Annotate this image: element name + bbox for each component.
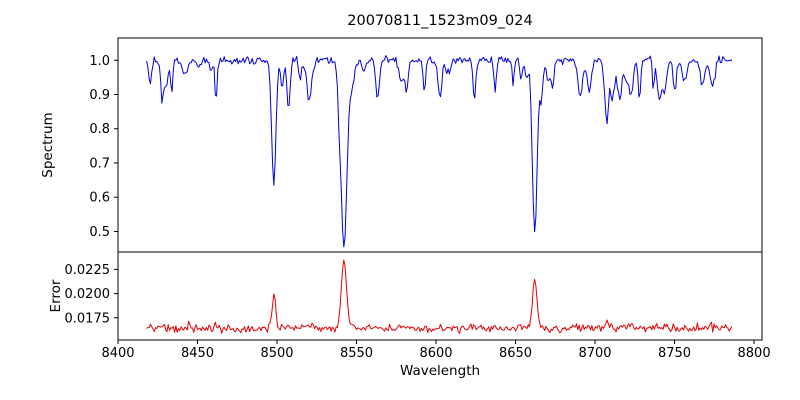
x-tick-label: 8650 — [499, 346, 532, 361]
spectrum-line — [146, 55, 733, 248]
error-tick-label: 0.0175 — [65, 311, 111, 326]
spectrum-tick-label: 0.8 — [89, 122, 110, 137]
x-tick-label: 8600 — [419, 346, 452, 361]
x-tick-label: 8400 — [101, 346, 134, 361]
error-tick-label: 0.0225 — [65, 263, 111, 278]
axes-frame-error — [117, 251, 763, 341]
spectrum-tick-label: 0.9 — [89, 88, 110, 103]
error-y-axis-label: Error — [48, 279, 64, 313]
x-axis-label: Wavelength — [399, 363, 481, 379]
error-line — [146, 259, 733, 334]
x-tick-label: 8700 — [578, 346, 611, 361]
x-tick-label: 8500 — [260, 346, 293, 361]
spectrum-tick-label: 1.0 — [89, 54, 110, 69]
spectrum-tick-label: 0.5 — [89, 225, 110, 240]
x-tick-label: 8800 — [738, 346, 771, 361]
x-tick-label: 8750 — [658, 346, 691, 361]
spectrum-tick-label: 0.7 — [89, 156, 110, 171]
error-tick-label: 0.0200 — [65, 287, 111, 302]
spectrum-tick-label: 0.6 — [89, 191, 110, 206]
spectrum-y-axis-label: Spectrum — [40, 112, 56, 178]
x-tick-label: 8450 — [181, 346, 214, 361]
x-tick-label: 8550 — [340, 346, 373, 361]
chart-title: 20070811_1523m09_024 — [347, 13, 533, 29]
